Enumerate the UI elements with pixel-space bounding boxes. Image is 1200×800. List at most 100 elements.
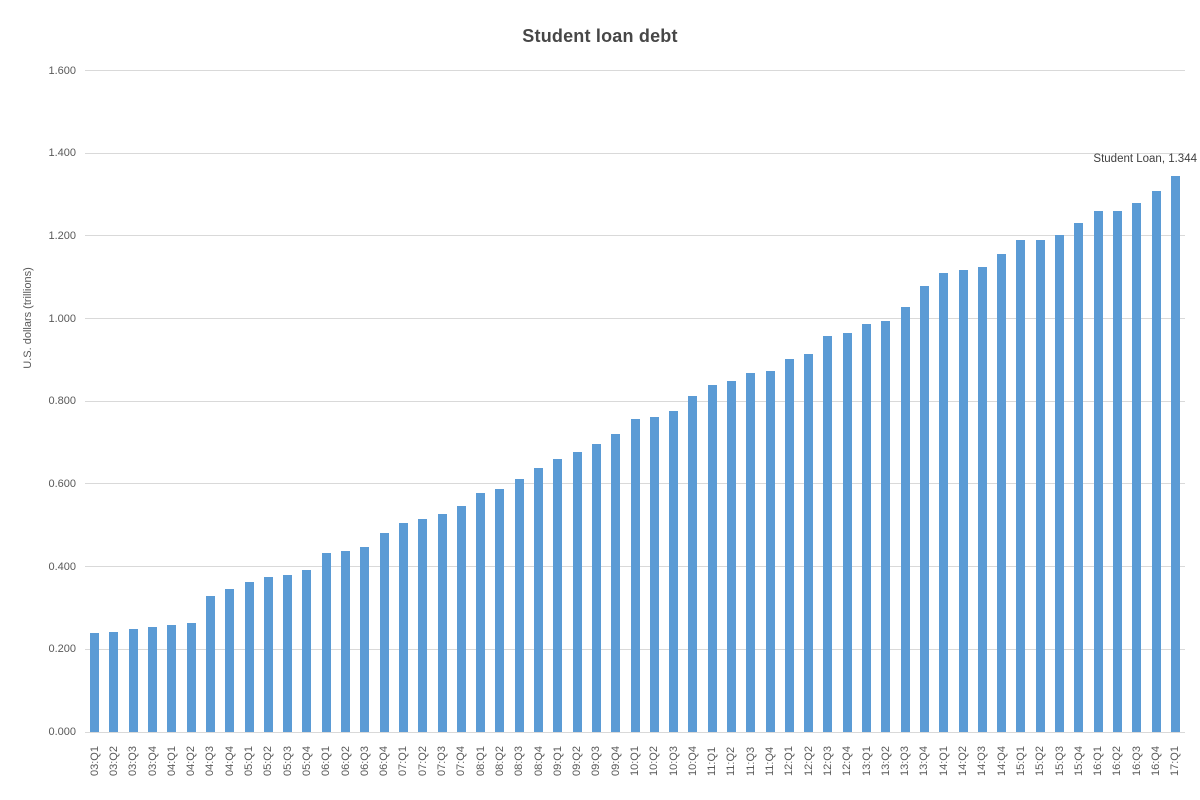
y-tick-label: 1.200	[48, 229, 76, 242]
bar-07:Q1	[398, 523, 408, 732]
bar-06:Q3	[360, 547, 370, 732]
x-tick-label: 16:Q2	[1111, 746, 1124, 776]
x-tick-label: 16:Q3	[1130, 746, 1143, 776]
bar-13:Q4	[919, 285, 929, 732]
bar-10:Q1	[630, 419, 640, 732]
bar-09:Q3	[591, 444, 601, 732]
y-tick-label: 1.600	[48, 64, 76, 77]
bar-12:Q3	[823, 336, 833, 732]
bar-11:Q4	[765, 371, 775, 732]
data-label-annotation: Student Loan, 1.344	[1093, 153, 1197, 165]
bar-06:Q2	[341, 551, 351, 732]
x-tick-label: 15:Q4	[1072, 746, 1085, 776]
bar-09:Q2	[572, 452, 582, 732]
bar-07:Q3	[437, 514, 447, 732]
bar-04:Q4	[225, 588, 235, 732]
bar-11:Q3	[746, 373, 756, 732]
x-tick-label: 11:Q1	[706, 746, 719, 776]
x-tick-label: 10:Q4	[686, 746, 699, 776]
bar-03:Q3	[128, 629, 138, 732]
y-tick-label: 0.400	[48, 560, 76, 573]
gridline	[85, 731, 1185, 733]
chart-title: Student loan debt	[522, 26, 678, 46]
bar-14:Q2	[958, 269, 968, 732]
x-tick-label: 10:Q3	[667, 746, 680, 776]
y-tick-label: 0.200	[48, 643, 76, 656]
bar-03:Q2	[109, 631, 119, 732]
bar-15:Q2	[1035, 240, 1045, 732]
x-tick-label: 08:Q4	[532, 746, 545, 776]
x-tick-label: 04:Q3	[204, 746, 217, 776]
bar-05:Q4	[302, 570, 312, 732]
y-tick-label: 1.000	[48, 312, 76, 325]
x-tick-label: 13:Q4	[918, 746, 931, 776]
x-tick-label: 11:Q4	[764, 746, 777, 776]
bar-10:Q2	[649, 417, 659, 732]
bar-05:Q2	[263, 577, 273, 732]
x-tick-label: 07:Q4	[455, 746, 468, 776]
x-tick-label: 15:Q1	[1014, 746, 1027, 776]
x-tick-label: 07:Q2	[416, 746, 429, 776]
bar-04:Q3	[205, 595, 215, 732]
x-tick-label: 03:Q1	[88, 746, 101, 776]
gridline	[85, 318, 1185, 320]
x-tick-label: 09:Q3	[590, 746, 603, 776]
x-tick-label: 09:Q2	[571, 746, 584, 776]
x-tick-label: 12:Q4	[841, 746, 854, 776]
bar-15:Q4	[1074, 223, 1084, 732]
bar-08:Q4	[534, 468, 543, 732]
y-tick-label: 1.400	[48, 147, 76, 160]
x-tick-label: 03:Q3	[127, 746, 140, 776]
gridline	[85, 235, 1185, 237]
x-tick-label: 12:Q2	[802, 746, 815, 776]
x-tick-label: 12:Q1	[783, 746, 796, 776]
gridline	[85, 70, 1185, 71]
x-tick-label: 14:Q4	[995, 746, 1008, 776]
x-tick-label: 12:Q3	[821, 746, 834, 776]
x-tick-label: 06:Q4	[378, 746, 391, 776]
bar-12:Q2	[804, 354, 814, 732]
x-tick-label: 16:Q1	[1092, 746, 1105, 776]
bar-08:Q1	[476, 492, 486, 732]
x-tick-label: 16:Q4	[1150, 746, 1163, 776]
plot-area	[85, 70, 1185, 733]
x-tick-label: 07:Q3	[436, 746, 449, 776]
bar-08:Q2	[495, 488, 505, 732]
x-tick-label: 04:Q2	[185, 746, 198, 776]
x-tick-label: 13:Q1	[860, 746, 873, 776]
x-tick-label: 10:Q1	[629, 746, 641, 776]
y-tick-label: 0.800	[48, 395, 76, 408]
x-tick-label: 03:Q4	[146, 746, 159, 776]
x-tick-label: 15:Q3	[1053, 746, 1066, 776]
gridline	[85, 152, 1185, 154]
bar-12:Q1	[784, 358, 794, 732]
x-tick-label: 06:Q1	[320, 746, 333, 776]
bar-12:Q4	[842, 333, 852, 732]
bar-04:Q2	[186, 623, 196, 732]
bar-16:Q1	[1093, 210, 1103, 732]
bar-14:Q4	[997, 254, 1007, 732]
bar-17:Q1	[1170, 176, 1180, 732]
bar-03:Q1	[90, 632, 100, 732]
x-tick-label: 08:Q1	[474, 746, 487, 776]
bar-03:Q4	[148, 627, 158, 732]
bar-07:Q4	[456, 505, 466, 732]
x-tick-label: 06:Q2	[339, 746, 352, 776]
x-tick-label: 05:Q2	[262, 746, 275, 776]
y-tick-label: 0.000	[48, 726, 76, 738]
x-tick-label: 05:Q1	[243, 746, 256, 776]
x-tick-label: 06:Q3	[358, 746, 371, 776]
bar-09:Q4	[611, 433, 621, 732]
x-tick-label: 08:Q2	[493, 746, 506, 776]
x-tick-label: 11:Q3	[744, 746, 757, 776]
x-tick-label: 04:Q1	[165, 746, 178, 776]
bar-15:Q3	[1055, 234, 1065, 732]
gridline	[85, 400, 1185, 402]
x-tick-label: 13:Q2	[879, 746, 892, 776]
bar-16:Q2	[1112, 211, 1122, 732]
bar-06:Q4	[379, 533, 389, 732]
bar-04:Q1	[167, 624, 177, 732]
x-tick-label: 09:Q1	[551, 746, 564, 776]
bar-07:Q2	[418, 519, 428, 732]
bar-05:Q1	[244, 582, 254, 732]
